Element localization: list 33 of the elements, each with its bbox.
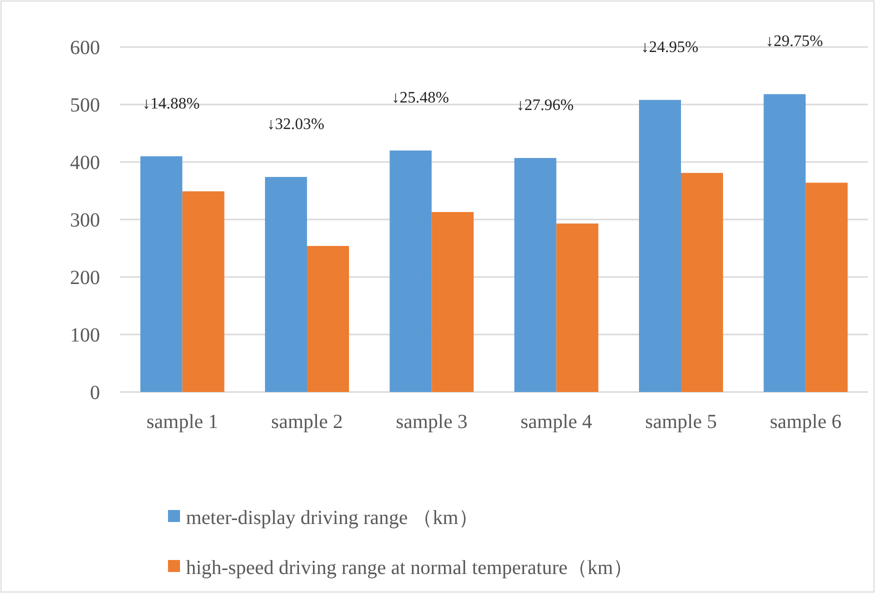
legend-label: meter-display driving range （km）: [186, 507, 478, 529]
annotation: ↓29.75%: [766, 33, 823, 50]
bar: [556, 224, 598, 392]
annotation: ↓24.95%: [641, 38, 698, 56]
y-tick-label: 200: [70, 267, 100, 289]
annotation: ↓27.96%: [516, 96, 574, 114]
bar: [307, 246, 349, 392]
y-tick-label: 0: [90, 382, 100, 404]
bar: [140, 156, 182, 392]
bar: [432, 212, 474, 392]
bar: [681, 172, 723, 392]
bar: [806, 182, 848, 392]
y-tick-label: 400: [70, 152, 100, 174]
y-tick-label: 300: [70, 210, 100, 232]
x-tick-label: sample 1: [146, 411, 218, 433]
legend-label: high-speed driving range at normal temperature（km）: [186, 557, 634, 579]
bar: [182, 191, 224, 392]
bar: [764, 94, 806, 392]
annotation: ↓32.03%: [267, 116, 324, 133]
x-tick-label: sample 3: [396, 411, 468, 433]
annotation: ↓25.48%: [392, 90, 449, 106]
x-tick-label: sample 2: [271, 411, 343, 433]
x-tick-label: sample 6: [770, 411, 842, 433]
x-tick-label: sample 4: [520, 411, 592, 433]
bar: [265, 176, 307, 392]
bar: [390, 150, 432, 392]
bar: [514, 158, 556, 392]
y-tick-label: 600: [70, 37, 100, 59]
y-tick-label: 100: [70, 324, 100, 346]
x-tick-label: sample 5: [645, 411, 717, 433]
annotation: ↓14.88%: [142, 95, 200, 112]
bar: [639, 100, 681, 392]
y-tick-label: 500: [70, 94, 100, 116]
